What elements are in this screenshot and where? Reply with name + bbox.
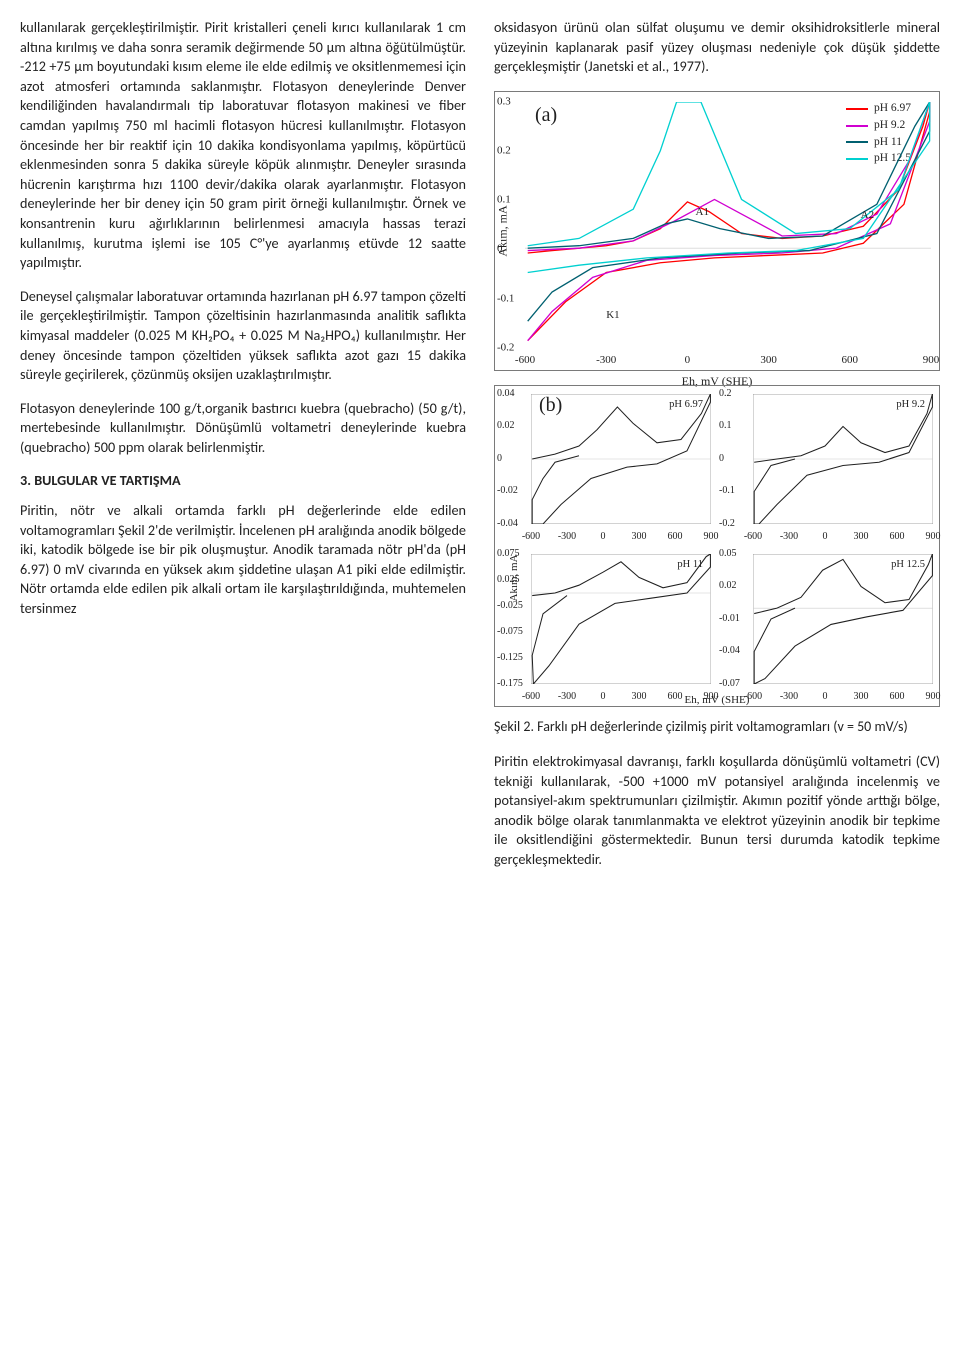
figure-2a-ytick: -0.2 (497, 340, 514, 355)
figure-2b-ytick: -0.2 (719, 517, 735, 531)
figure-2b-xtick: 600 (890, 530, 905, 544)
figure-2b-xtick: -300 (780, 690, 798, 704)
figure-2a-annotation: A1 (696, 205, 709, 220)
figure-2b-panel-label: pH 6.97 (669, 398, 703, 412)
figure-2b-xtick: 300 (632, 690, 647, 704)
figure-2b-panel-3: pH 11 -0.175 -0.125 -0.075 -0.025 0.025 0.075… (495, 546, 717, 706)
left-para-2: Deneysel çalışmalar laboratuvar ortamınd… (20, 287, 466, 385)
figure-2b-xtick: 600 (890, 690, 905, 704)
figure-2b-xtick: 600 (668, 690, 683, 704)
figure-2b-xtick: 300 (854, 530, 869, 544)
figure-2b-ytick: -0.02 (497, 484, 518, 498)
figure-2b-ytick: -0.04 (497, 517, 518, 531)
figure-2b-panel-label: pH 11 (677, 558, 703, 572)
figure-2b-xtick: 0 (823, 530, 828, 544)
figure-2a-ytick: 0.3 (497, 94, 511, 109)
figure-2b-ytick: -0.04 (719, 644, 740, 658)
figure-2b-ytick: 0.04 (497, 387, 515, 401)
left-para-1: kullanılarak gerçekleştirilmiştir. Pirit… (20, 18, 466, 273)
figure-2b-xtick: -300 (558, 690, 576, 704)
figure-2b-ytick: -0.01 (719, 612, 740, 626)
figure-2b-ytick: 0.05 (719, 547, 737, 561)
figure-2b-xtick: -600 (744, 530, 762, 544)
figure-2b-panel-label: pH 12.5 (891, 558, 925, 572)
figure-2b-xtick: -600 (744, 690, 762, 704)
figure-2b-xtick: 300 (854, 690, 869, 704)
figure-2a-xtick: -300 (596, 353, 616, 368)
figure-2b-xtick: 0 (823, 690, 828, 704)
figure-2b-plot (531, 394, 711, 524)
left-column: kullanılarak gerçekleştirilmiştir. Pirit… (20, 18, 466, 884)
figure-2b-ytick: 0.1 (719, 419, 732, 433)
figure-2b-xtick: -600 (522, 690, 540, 704)
right-para-2: Piritin elektrokimyasal davranışı, farkl… (494, 752, 940, 870)
figure-2b-xtick: 0 (601, 530, 606, 544)
figure-2b-frame: (b) Akım, mA Eh, mV (SHE) pH 6.97 -0.04-… (494, 385, 940, 707)
figure-2b-ytick: -0.125 (497, 651, 523, 665)
left-para-3: Flotasyon deneylerinde 100 g/t,organik b… (20, 399, 466, 458)
section-heading: 3. BULGULAR VE TARTIŞMA (20, 471, 466, 491)
figure-2a-plot (525, 102, 931, 346)
figure-2a-xtick: 0 (685, 353, 691, 368)
figure-2b-ytick: 0.075 (497, 547, 520, 561)
figure-2b-ytick: -0.175 (497, 677, 523, 691)
figure-2b-ytick: 0.02 (497, 419, 515, 433)
figure-2a-annotation: A2 (861, 208, 874, 223)
figure-2b-ytick: 0 (497, 452, 502, 466)
figure-2b-ytick: 0 (719, 452, 724, 466)
figure-2b-panel-1: pH 6.97 -0.04 -0.02 0 0.02 0.04 -600 -300 0 300 6… (495, 386, 717, 546)
figure-2b-xtick: 0 (601, 690, 606, 704)
figure-2b-xtick: 600 (668, 530, 683, 544)
right-column: oksidasyon ürünü olan sülfat oluşumu ve … (494, 18, 940, 884)
figure-2a-xtick: 300 (760, 353, 777, 368)
figure-2b-panel-label: pH 9.2 (896, 398, 925, 412)
figure-2a-annotation: K1 (606, 308, 619, 323)
figure-2b-xtick: 900 (926, 530, 941, 544)
figure-2b-panel-2: pH 9.2 -0.2 -0.1 0 0.1 0.2 -600 -300 0 300 600 900 (717, 386, 939, 546)
figure-2b-plot (753, 554, 933, 684)
figure-2a-ytick: -0.1 (497, 291, 514, 306)
figure-2a-xtick: 600 (842, 353, 859, 368)
figure-2a-ytick: 0.2 (497, 143, 511, 158)
figure-2b-ytick: -0.025 (497, 599, 523, 613)
figure-2b-plot (753, 394, 933, 524)
figure-2b-xtick: 900 (926, 690, 941, 704)
figure-2b-panel-4: pH 12.5 -0.07 -0.04 -0.01 0.02 0.05 -600 -300 0… (717, 546, 939, 706)
figure-2b-xtick: -300 (558, 530, 576, 544)
figure-2a-xtick: -600 (515, 353, 535, 368)
figure-2b-ytick: -0.07 (719, 677, 740, 691)
figure-2b-xtick: -300 (780, 530, 798, 544)
figure-2b-ytick: 0.2 (719, 387, 732, 401)
figure-2b-ytick: 0.025 (497, 573, 520, 587)
right-para-1: oksidasyon ürünü olan sülfat oluşumu ve … (494, 18, 940, 77)
figure-2a-ytick: 0.1 (497, 193, 511, 208)
left-para-4: Piritin, nötr ve alkali ortamda farklı p… (20, 501, 466, 619)
figure-2b-ytick: 0.02 (719, 579, 737, 593)
figure-2-caption: Şekil 2. Farklı pH değerlerinde çizilmiş… (494, 717, 940, 736)
figure-2b-ytick: -0.1 (719, 484, 735, 498)
figure-2b-ytick: -0.075 (497, 625, 523, 639)
figure-2b-xtick: -600 (522, 530, 540, 544)
figure-2a-xtick: 900 (923, 353, 940, 368)
figure-2a-ytick: 0 (497, 242, 503, 257)
figure-2b-xtick: 300 (632, 530, 647, 544)
figure-2a-frame: (a) Akım, mA Eh, mV (SHE) pH 6.97pH 9.2p… (494, 91, 940, 371)
page-root: kullanılarak gerçekleştirilmiştir. Pirit… (0, 0, 960, 924)
figure-2b-plot (531, 554, 711, 684)
